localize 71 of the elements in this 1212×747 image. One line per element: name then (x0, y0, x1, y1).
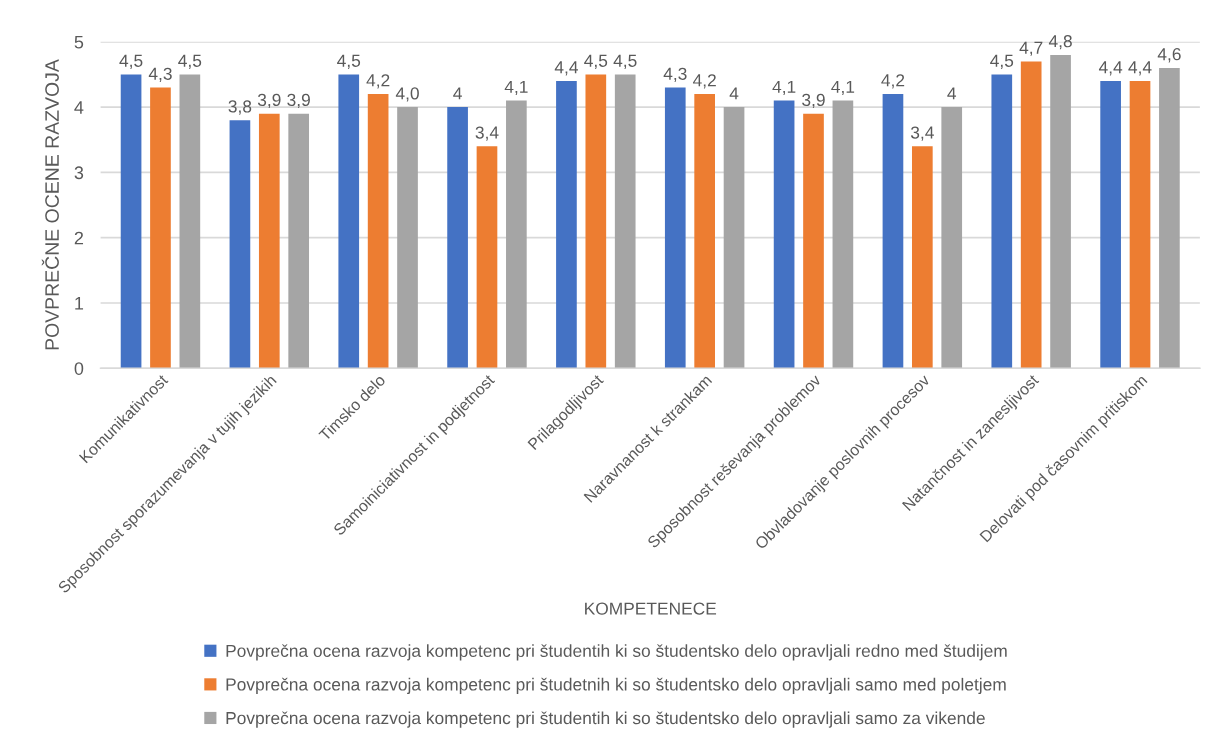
data-label: 4,2 (366, 74, 390, 89)
bar (991, 74, 1013, 369)
y-tick-label: 5 (74, 35, 84, 49)
data-label: 3,9 (287, 93, 310, 109)
bar (179, 74, 201, 369)
data-label: 4,1 (831, 80, 855, 96)
bar (258, 113, 280, 369)
bar (506, 100, 527, 369)
y-axis-title: POVPREČNE OCENE RAZVOJA (41, 59, 59, 350)
data-label: 4,4 (554, 61, 578, 76)
bar (664, 87, 686, 369)
bar (941, 107, 963, 369)
bar (1100, 81, 1121, 369)
data-label: 4,8 (1048, 35, 1072, 50)
data-label: 3,4 (475, 126, 499, 141)
data-label: 4,5 (990, 54, 1014, 69)
bar (1129, 81, 1151, 369)
bar (367, 94, 389, 369)
data-label: 4,7 (1019, 41, 1043, 56)
data-label: 4,5 (178, 54, 202, 69)
x-axis-title: KOMPETENECE (585, 602, 717, 615)
data-label: 4,5 (119, 54, 143, 69)
bar (614, 74, 636, 369)
data-label: 4,4 (1128, 61, 1152, 76)
bar (882, 94, 904, 369)
bar (397, 107, 418, 369)
y-tick-label: 1 (75, 297, 84, 310)
data-label: 4,0 (395, 87, 419, 102)
data-label: 4,5 (613, 54, 637, 69)
data-label: 4,2 (692, 74, 716, 89)
bar (832, 100, 854, 369)
data-label: 4,1 (504, 80, 528, 96)
bar (912, 146, 933, 369)
bar (476, 146, 498, 369)
bar (694, 94, 715, 369)
bar (120, 74, 142, 369)
data-label: 4 (453, 87, 462, 100)
legend-label: Povprečna ocena razvoja kompetenc pri študentih ki so študentsko delo opravljali redno med študijem (226, 644, 1007, 661)
data-label: 4 (947, 87, 957, 100)
y-tick-label: 3 (74, 166, 84, 180)
bar (585, 74, 607, 369)
bar (447, 107, 468, 369)
data-label: 4,3 (148, 67, 172, 82)
legend-label: Povprečna ocena razvoja kompetenc pri študetnih ki so študentsko delo opravljali samo med poletjem (226, 677, 1006, 695)
bar (803, 113, 824, 369)
data-label: 4,1 (772, 80, 796, 96)
bar (1050, 54, 1071, 369)
data-label: 4,3 (663, 67, 687, 82)
legend-label: Povprečna ocena razvoja kompetenc pri študentih ki so študentsko delo opravljali samo za vikende (226, 711, 985, 728)
bar (773, 100, 795, 369)
data-label: 4,6 (1157, 48, 1181, 63)
bar (150, 87, 171, 369)
data-label: 3,9 (802, 93, 825, 109)
bar (723, 107, 745, 369)
bar (229, 120, 251, 369)
y-tick-label: 2 (74, 231, 84, 245)
data-label: 4,5 (337, 54, 361, 69)
data-label: 3,9 (257, 93, 281, 109)
bar (1020, 61, 1042, 369)
data-label: 4,5 (584, 54, 608, 69)
bar (288, 113, 310, 369)
data-label: 4,4 (1098, 61, 1123, 76)
bar (338, 74, 360, 369)
data-label: 4 (729, 87, 739, 100)
y-tick-label: 0 (74, 362, 84, 375)
bar (1159, 67, 1180, 369)
bar (556, 81, 577, 369)
data-label: 4,2 (881, 74, 905, 89)
y-tick-label: 4 (74, 101, 84, 114)
data-label: 3,4 (910, 126, 934, 141)
data-label: 3,8 (228, 100, 252, 115)
